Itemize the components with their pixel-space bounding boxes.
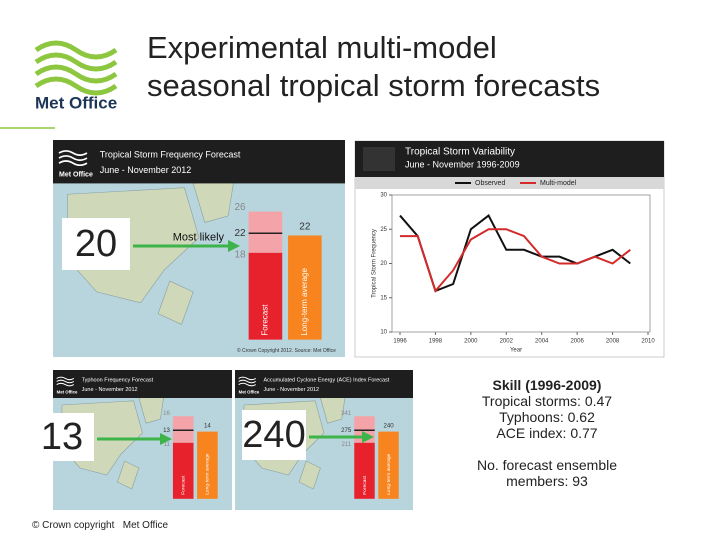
panel-logo: Met Office [239, 390, 260, 395]
bar-caption: Forecast [362, 475, 368, 495]
logo-wave [238, 382, 256, 387]
x-axis-label: Year [510, 348, 522, 354]
title-line: Experimental multi-model [147, 30, 497, 65]
logo-wave [238, 379, 256, 384]
series-line [400, 228, 631, 293]
skill-box: Skill (1996-2009) Tropical storms: 0.47 … [455, 377, 639, 489]
skill-line: Tropical storms: 0.47 [481, 393, 613, 409]
bar-label: 240 [383, 423, 394, 430]
x-tick-label: 1998 [429, 339, 443, 345]
logo-waves [34, 40, 118, 96]
arrow-head [228, 240, 240, 252]
panel-title: Tropical Storm Variability [405, 147, 515, 158]
bar-caption: Long-term average [205, 453, 211, 495]
x-tick-label: 2010 [641, 339, 655, 345]
logo-wave [58, 160, 88, 167]
panel-title: Tropical Storm Frequency Forecast [100, 150, 241, 160]
panel-logo: Met Office [57, 390, 78, 395]
y-tick-label: 15 [380, 295, 387, 301]
legend-band [355, 177, 664, 189]
map-land [298, 460, 321, 490]
x-tick-label: 2000 [464, 339, 478, 345]
panel-logo: Met Office [59, 172, 93, 179]
bar-label: 211 [342, 441, 352, 448]
legend-label: Multi-model [540, 180, 577, 187]
logo-wave [56, 376, 75, 381]
logo-wave [56, 379, 75, 384]
x-tick-label: 1996 [393, 339, 407, 345]
y-tick-label: 30 [380, 193, 387, 199]
most-likely-label: Most likely [173, 232, 225, 244]
forecast-bar [354, 442, 375, 499]
headline-box [242, 410, 306, 460]
panel-period: June - November 2012 [82, 387, 138, 393]
logo-wave [238, 376, 256, 381]
logo-wave [56, 382, 75, 387]
headline-box [30, 413, 94, 461]
x-tick-label: 2006 [570, 339, 584, 345]
bar-caption: Long-term average [386, 453, 392, 494]
headline-number: 240 [242, 414, 305, 456]
panel-period: June - November 2012 [100, 165, 192, 175]
forecast-range-upper [248, 211, 283, 253]
legend-label: Observed [475, 180, 505, 187]
map-land [157, 280, 194, 325]
y-tick-label: 20 [380, 261, 387, 267]
y-tick-label: 10 [380, 330, 387, 336]
bar-label: 11 [164, 441, 171, 448]
panel-title: Typhoon Frequency Forecast [82, 377, 154, 383]
bar-label: 26 [235, 202, 247, 213]
arrow-head [362, 431, 374, 443]
logo-wave [58, 150, 88, 156]
skill-line: Typhoons: 0.62 [499, 409, 595, 425]
headline-box [62, 218, 130, 270]
panel-header [53, 370, 232, 398]
arrow-head [160, 433, 172, 445]
panel-period: June - November 2012 [263, 387, 319, 393]
footer: © Crown copyright Met Office [32, 520, 169, 531]
title-line: seasonal tropical storm forecasts [147, 68, 601, 103]
skill-heading: Skill (1996-2009) [492, 377, 602, 393]
average-bar [288, 235, 322, 340]
bar-label: 13 [163, 427, 170, 434]
logo-icon [363, 147, 395, 171]
bar-label: 16 [163, 410, 170, 417]
map-land [117, 460, 140, 490]
bar-caption: Long-term average [300, 267, 309, 335]
panel-period: June - November 1996-2009 [405, 159, 520, 169]
panel-credit: © Crown Copyright 2012. Source: Met Offi… [237, 347, 336, 354]
average-bar [378, 431, 399, 499]
bar-label: 14 [204, 423, 211, 430]
bar-label: 22 [235, 228, 247, 239]
ensemble-note: No. forecast ensemble members: 93 [476, 457, 618, 489]
bar-label: 18 [235, 250, 247, 261]
bar-label: 341 [341, 410, 352, 417]
x-tick-label: 2004 [535, 339, 549, 345]
x-tick-label: 2002 [500, 339, 514, 345]
bar-caption: Forecast [261, 304, 270, 336]
logo-text: Met Office [35, 93, 117, 112]
forecast-bar [172, 442, 194, 499]
bar-caption: Forecast [181, 475, 187, 495]
headline-number: 20 [75, 223, 117, 265]
headline-number: 13 [41, 416, 83, 458]
y-axis-label: Tropical Storm Frequency [372, 229, 378, 298]
logo-wave [58, 155, 88, 161]
bar-label: 22 [299, 221, 311, 232]
bar-label: 275 [341, 427, 352, 434]
panel-header [53, 140, 345, 184]
panel-title: Accumulated Cyclone Energy (ACE) Index F… [263, 377, 389, 383]
x-tick-label: 2008 [606, 339, 620, 345]
panel-header [235, 370, 413, 398]
panel-header [355, 141, 664, 177]
forecast-bar [248, 252, 283, 340]
y-tick-label: 25 [380, 227, 387, 233]
skill-line: ACE index: 0.77 [496, 425, 598, 441]
average-bar [197, 431, 218, 499]
